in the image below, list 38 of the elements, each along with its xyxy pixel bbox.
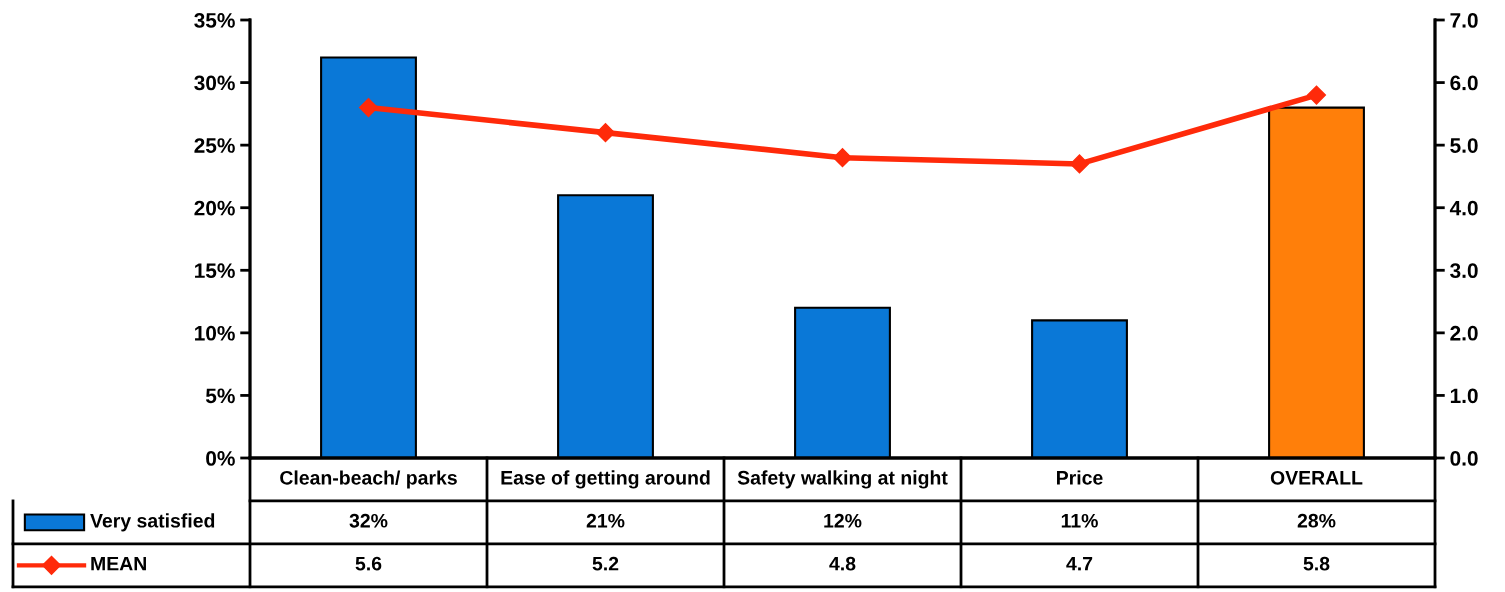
data-label: 12% (824, 513, 862, 528)
data-label: 32% (349, 513, 388, 528)
y2-tick-label: 1.0 (1450, 388, 1478, 404)
y2-tick-label: 2.0 (1450, 325, 1478, 341)
y-tick-label: 0% (206, 451, 235, 466)
point (1306, 85, 1327, 105)
point (358, 98, 379, 118)
legend-label: MEAN (91, 556, 146, 571)
y-tick-label: 25% (194, 138, 235, 153)
data-label: 5.6 (355, 556, 382, 571)
data-label: 5.8 (1303, 556, 1330, 571)
x-tick-label: Price (1057, 470, 1103, 485)
y2-tick-label: 3.0 (1450, 263, 1478, 279)
y-tick-label: 35% (194, 13, 235, 28)
y2-tick-label: 5.0 (1450, 138, 1478, 153)
data-label: 4.8 (829, 556, 856, 571)
y-tick-label: 20% (194, 200, 235, 216)
point (595, 123, 616, 143)
point (1069, 154, 1090, 174)
point (832, 148, 853, 168)
legend-label: Very satisfied (90, 513, 215, 532)
x-tick-label: Ease of getting around (501, 470, 710, 489)
y2-tick-label: 4.0 (1449, 200, 1478, 216)
y2-tick-label: 0.0 (1450, 451, 1478, 466)
x-tick-label: Safety walking at night (737, 470, 948, 489)
data-label: 21% (586, 513, 625, 528)
y2-tick-label: 6.0 (1450, 75, 1478, 91)
x-tick-label: OVERALL (1270, 470, 1363, 485)
data-label: 11% (1061, 513, 1098, 528)
data-label: 4.7 (1066, 556, 1093, 571)
y-tick-label: 30% (194, 75, 235, 91)
data-label: 5.2 (592, 556, 619, 571)
data-label: 28% (1297, 513, 1336, 528)
y-tick-label: 5% (205, 388, 235, 404)
y-tick-label: 10% (195, 325, 235, 341)
y2-tick-label: 7.0 (1450, 13, 1478, 28)
x-tick-label: Clean-beach/ parks (280, 470, 457, 489)
y-tick-label: 15% (195, 263, 235, 279)
